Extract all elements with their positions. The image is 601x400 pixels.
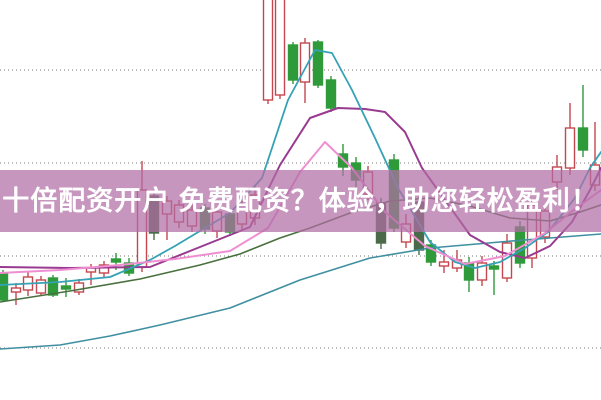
ma-cyan	[0, 49, 601, 286]
ma-long-teal	[0, 233, 601, 350]
ma-pink	[0, 141, 601, 274]
ad-banner-text: 十倍配资开户 免费配资？体验，助您轻松盈利！	[2, 185, 599, 216]
ma-dark-magenta	[0, 107, 601, 269]
ad-banner[interactable]: 十倍配资开户 免费配资？体验，助您轻松盈利！	[0, 170, 601, 232]
